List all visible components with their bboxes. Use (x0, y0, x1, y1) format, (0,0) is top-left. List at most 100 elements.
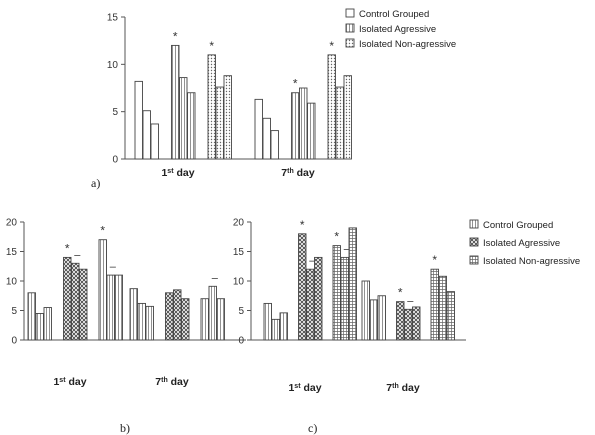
bar-a-g1-s0-b2 (270, 130, 279, 160)
x-group-label: 1st day (288, 382, 321, 394)
legend-swatch (469, 255, 479, 265)
bar-b-g1-s1-b0 (165, 292, 174, 341)
legend-entry: Isolated Non-agressive (359, 39, 456, 50)
x-group-label-rest: day (301, 382, 322, 394)
bar-b-g0-s0-b2 (43, 307, 52, 341)
bar-b-g0-s0-b1 (35, 313, 44, 341)
bar-a-g0-s2-b2 (223, 75, 232, 160)
significance-marker: – (212, 272, 219, 284)
significance-marker: * (334, 230, 339, 244)
bar-a-g0-s2-b0 (207, 54, 216, 160)
y-tick-label: 15 (107, 13, 119, 24)
bar-c-g1-s0-b1 (369, 299, 378, 341)
bar-b-g1-s1-b2 (181, 298, 190, 341)
legend-swatch (345, 23, 355, 33)
bar-c-g1-s2-b0 (430, 268, 439, 341)
bar-c-g1-s2-b2 (446, 291, 455, 341)
x-group-label: 1st day (53, 376, 86, 388)
bar-a-g1-s2-b1 (335, 86, 344, 160)
bar-c-g0-s2-b2 (348, 227, 357, 341)
bar-c-g1-s2-b1 (438, 275, 447, 341)
bar-c-g0-s0-b0 (263, 302, 272, 341)
bar-a-g1-s1-b2 (307, 102, 316, 160)
bar-c-g0-s2-b0 (332, 245, 341, 341)
legend-entry: Isolated Non-agressive (483, 256, 580, 267)
y-tick-label: 0 (238, 336, 244, 347)
legend-entry: Control Grouped (359, 9, 429, 20)
bar-a-g0-s1-b0 (171, 44, 180, 160)
bar-a-g0-s0-b2 (150, 123, 159, 160)
bar-a-g0-s0-b0 (134, 80, 143, 160)
legend-c: Control Grouped Isolated Agressive Isolate… (469, 219, 580, 267)
bar-b-g1-s2-b0 (200, 298, 209, 341)
x-group-label-rest: day (399, 382, 420, 394)
significance-marker: – (407, 295, 414, 307)
bar-a-g1-s0-b1 (262, 117, 271, 160)
x-group-label-rest: day (294, 167, 315, 179)
bar-c-g0-s0-b1 (271, 318, 280, 341)
bar-a-g1-s1-b0 (291, 92, 300, 160)
y-tick-label: 5 (238, 306, 244, 317)
legend-swatch (345, 38, 355, 48)
significance-marker: * (65, 241, 70, 255)
significance-marker: * (329, 39, 334, 53)
significance-marker: – (344, 243, 351, 255)
bar-c-g0-s2-b1 (340, 256, 349, 341)
y-tick-label: 0 (112, 155, 118, 166)
x-group-label: 7th day (155, 376, 189, 388)
bar-c-g0-s1-b2 (314, 256, 323, 341)
y-tick-label: 5 (112, 107, 118, 118)
y-tick-label: 10 (233, 277, 245, 288)
x-group-label-sup: st (167, 168, 174, 175)
legend-swatch (469, 219, 479, 229)
significance-marker: – (110, 261, 117, 273)
y-tick-label: 20 (233, 218, 245, 229)
y-tick-label: 20 (6, 218, 18, 229)
bar-c-g1-s1-b0 (396, 301, 405, 341)
panel-label: a) (91, 176, 100, 190)
x-group-label: 7th day (386, 382, 420, 394)
x-group-label-sup: th (287, 168, 294, 175)
bar-c-g0-s1-b1 (306, 268, 315, 341)
x-group-label-sup: st (59, 377, 66, 384)
y-tick-label: 15 (6, 247, 18, 258)
bar-b-g0-s1-b1 (71, 262, 80, 341)
bar-b-g0-s2-b1 (106, 274, 115, 341)
x-group-label-main: 7 (386, 382, 392, 394)
significance-marker: * (293, 77, 298, 91)
x-group-label-sup: st (294, 383, 301, 390)
bar-b-g1-s0-b2 (145, 305, 154, 341)
bar-a-g1-s2-b2 (343, 75, 352, 160)
significance-marker: * (209, 39, 214, 53)
chart-panel-a: 0 5 10 15 * * 1st day * * 7th day a) Control Groupe… (91, 8, 456, 190)
bar-a-g0-s2-b1 (215, 86, 224, 160)
bar-c-g1-s1-b2 (412, 306, 421, 341)
x-group-label-main: 7 (155, 376, 161, 388)
bar-b-g0-s2-b0 (98, 239, 107, 341)
x-group-label-main: 1 (288, 382, 294, 394)
bar-c-g1-s0-b0 (361, 280, 370, 341)
x-group-label-main: 1 (53, 376, 59, 388)
bar-b-g1-s1-b1 (173, 289, 182, 341)
bar-b-g0-s2-b2 (114, 274, 123, 341)
x-group-label-rest: day (174, 167, 195, 179)
significance-marker: * (173, 29, 178, 43)
x-group-label-main: 1 (161, 167, 167, 179)
legend-swatch (345, 8, 355, 18)
x-group-label: 7th day (281, 167, 315, 179)
panel-label: c) (308, 421, 317, 435)
x-group-label-rest: day (66, 376, 87, 388)
x-group-label-main: 7 (281, 167, 287, 179)
significance-marker: * (100, 224, 105, 238)
significance-marker: * (432, 253, 437, 267)
significance-marker: * (300, 218, 305, 232)
bar-b-g0-s1-b0 (63, 256, 72, 341)
bar-b-g0-s0-b0 (27, 292, 36, 341)
bar-b-g1-s0-b1 (137, 302, 146, 341)
legend-a: Control Grouped Isolated Agressive Isolate… (345, 8, 456, 50)
significance-marker: – (309, 255, 316, 267)
bar-a-g1-s2-b0 (327, 54, 336, 160)
